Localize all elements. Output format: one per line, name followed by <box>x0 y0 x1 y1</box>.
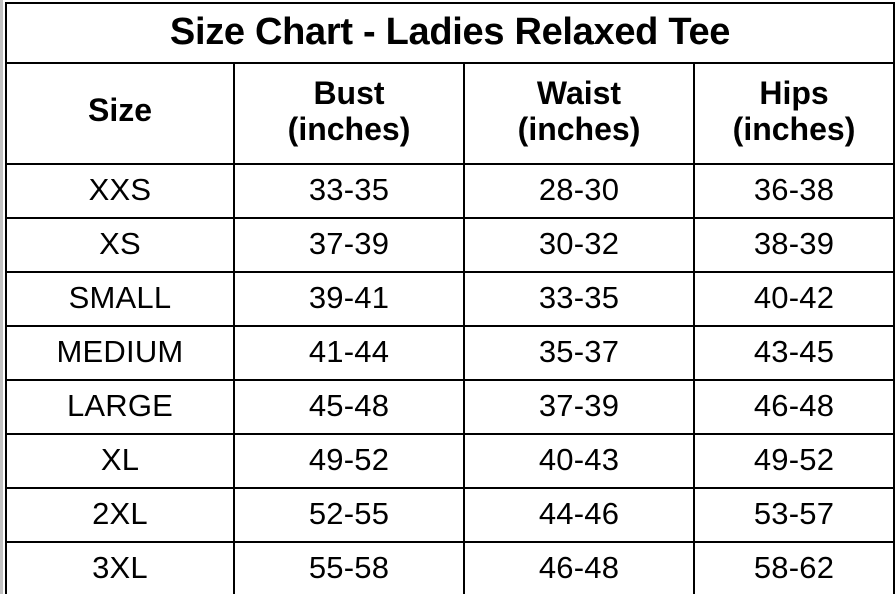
title-row: Size Chart - Ladies Relaxed Tee <box>4 2 896 64</box>
cell-size: MEDIUM <box>5 325 235 381</box>
table-row: 2XL 52-55 44-46 53-57 <box>5 487 896 543</box>
cell-hips: 58-62 <box>692 541 896 594</box>
cell-bust: 39-41 <box>233 271 465 327</box>
cell-hips: 43-45 <box>692 325 896 381</box>
column-header-waist-line2: (inches) <box>517 110 641 147</box>
cell-bust: 55-58 <box>233 541 465 594</box>
chart-title: Size Chart - Ladies Relaxed Tee <box>4 2 896 64</box>
table-row: MEDIUM 41-44 35-37 43-45 <box>5 325 896 381</box>
cell-size: XS <box>5 217 235 273</box>
column-header-hips-line2: (inches) <box>732 110 856 147</box>
cell-waist: 46-48 <box>463 541 695 594</box>
cell-hips: 38-39 <box>692 217 896 273</box>
cell-size: LARGE <box>5 379 235 435</box>
cell-hips: 46-48 <box>692 379 896 435</box>
cell-size: XXS <box>5 163 235 219</box>
table-head: Size Chart - Ladies Relaxed Tee Size Bus… <box>4 2 896 165</box>
column-header-waist-line1: Waist <box>536 74 622 111</box>
cell-bust: 41-44 <box>233 325 465 381</box>
cell-bust: 52-55 <box>233 487 465 543</box>
cell-size: SMALL <box>5 271 235 327</box>
cell-waist: 44-46 <box>463 487 695 543</box>
column-header-bust: Bust (inches) <box>233 62 465 165</box>
column-header-waist: Waist (inches) <box>463 62 695 165</box>
cell-bust: 45-48 <box>233 379 465 435</box>
cell-waist: 37-39 <box>463 379 695 435</box>
cell-waist: 40-43 <box>463 433 695 489</box>
cell-size: 3XL <box>5 541 235 594</box>
cell-bust: 37-39 <box>233 217 465 273</box>
cell-size: 2XL <box>5 487 235 543</box>
cell-hips: 40-42 <box>692 271 896 327</box>
table-body: XXS 33-35 28-30 36-38 XS 37-39 30-32 38-… <box>5 163 896 594</box>
left-edge-rule <box>0 0 3 594</box>
cell-hips: 49-52 <box>692 433 896 489</box>
cell-waist: 28-30 <box>463 163 695 219</box>
table-row: XL 49-52 40-43 49-52 <box>5 433 896 489</box>
cell-size: XL <box>5 433 235 489</box>
column-header-hips: Hips (inches) <box>692 62 896 165</box>
table-row: SMALL 39-41 33-35 40-42 <box>5 271 896 327</box>
column-header-bust-line1: Bust <box>313 74 385 111</box>
cell-hips: 53-57 <box>692 487 896 543</box>
table-row: LARGE 45-48 37-39 46-48 <box>5 379 896 435</box>
cell-bust: 33-35 <box>233 163 465 219</box>
column-header-bust-line2: (inches) <box>287 110 411 147</box>
size-chart-table: Size Chart - Ladies Relaxed Tee Size Bus… <box>4 2 896 594</box>
table-row: XS 37-39 30-32 38-39 <box>5 217 896 273</box>
column-header-hips-line1: Hips <box>759 74 829 111</box>
column-header-row: Size Bust (inches) Waist (inches) Hips (… <box>5 62 896 165</box>
cell-bust: 49-52 <box>233 433 465 489</box>
column-header-size: Size <box>5 62 235 165</box>
table-row: XXS 33-35 28-30 36-38 <box>5 163 896 219</box>
cell-waist: 30-32 <box>463 217 695 273</box>
cell-hips: 36-38 <box>692 163 896 219</box>
cell-waist: 35-37 <box>463 325 695 381</box>
cell-waist: 33-35 <box>463 271 695 327</box>
table-row: 3XL 55-58 46-48 58-62 <box>5 541 896 594</box>
